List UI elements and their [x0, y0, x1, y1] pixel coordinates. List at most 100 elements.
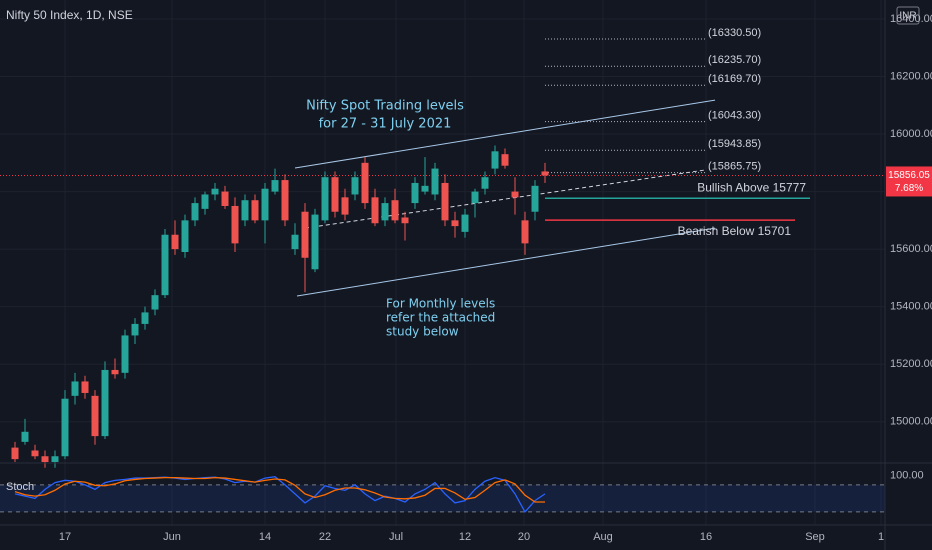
candle-body — [451, 220, 459, 227]
candle-body — [531, 185, 539, 212]
candle-body — [171, 234, 179, 250]
candle-body — [501, 154, 509, 166]
annotation: for 27 - 31 July 2021 — [319, 117, 452, 132]
candle-body — [381, 203, 389, 221]
candle-body — [281, 180, 289, 221]
candle-body — [161, 234, 169, 296]
candle-body — [411, 182, 419, 204]
candle-body — [11, 447, 19, 460]
x-tick-label: Jun — [163, 531, 181, 543]
x-tick-label: Jul — [389, 531, 403, 543]
candle-body — [291, 234, 299, 250]
x-tick-label: 22 — [319, 531, 331, 543]
candle-body — [261, 188, 269, 221]
candle-body — [61, 398, 69, 457]
x-tick-label: 14 — [259, 531, 271, 543]
price-tag — [886, 166, 932, 197]
stoch-band — [0, 484, 885, 512]
candle-body — [151, 295, 159, 310]
y-tick-label: 15000.00 — [890, 416, 932, 428]
annotation: study below — [386, 325, 459, 339]
candle-body — [341, 197, 349, 215]
candle-body — [461, 214, 469, 232]
chart-title: Nifty 50 Index, 1D, NSE — [6, 8, 133, 22]
candle-body — [441, 182, 449, 221]
signal-label: Bullish Above 15777 — [697, 180, 806, 194]
candle-body — [391, 200, 399, 221]
candle-body — [71, 381, 79, 396]
candle-body — [111, 369, 119, 375]
trendline — [296, 227, 716, 297]
y-tick-label: 15600.00 — [890, 243, 932, 255]
candle-body — [91, 395, 99, 437]
x-tick-label: 16 — [700, 531, 712, 543]
price-tag-label: 15856.05 — [888, 170, 930, 181]
candle-body — [231, 205, 239, 244]
candle-body — [51, 456, 59, 462]
candle-body — [371, 197, 379, 224]
candle-body — [211, 188, 219, 195]
candle-body — [191, 203, 199, 221]
indicator-name: Stoch — [6, 481, 34, 493]
trendline — [304, 169, 706, 229]
candle-body — [131, 323, 139, 336]
candle-body — [431, 168, 439, 195]
candle-body — [41, 456, 49, 462]
y-tick-label: 16000.00 — [890, 128, 932, 140]
x-tick-label: 17 — [59, 531, 71, 543]
annotation: Nifty Spot Trading levels — [306, 99, 464, 114]
candle-body — [251, 200, 259, 221]
candle-body — [271, 180, 279, 192]
trendline — [294, 99, 716, 169]
candle-body — [511, 191, 519, 198]
y-tick-label: 15200.00 — [890, 358, 932, 370]
candle-body — [221, 191, 229, 206]
candle-body — [521, 220, 529, 244]
candle-body — [241, 200, 249, 221]
candle-body — [541, 171, 549, 176]
candle-body — [421, 185, 429, 192]
signal-label: Bearish Below 15701 — [678, 224, 792, 238]
price-tag-change: 7.68% — [895, 183, 923, 194]
x-tick-label: 20 — [518, 531, 530, 543]
candle-body — [31, 450, 39, 457]
candle-body — [181, 220, 189, 252]
y-tick-label: 16200.00 — [890, 70, 932, 82]
y-tick-label: 16400.00 — [890, 13, 932, 25]
annotation: For Monthly levels — [386, 297, 495, 311]
level-label: (16235.70) — [708, 54, 761, 66]
candle-body — [321, 177, 329, 221]
currency-badge[interactable] — [896, 6, 920, 25]
x-tick-label: Aug — [593, 531, 613, 543]
level-label: (15865.75) — [708, 161, 761, 173]
candle-body — [121, 335, 129, 373]
candle-body — [471, 191, 479, 204]
y-tick-label: 15400.00 — [890, 301, 932, 313]
candle-body — [81, 381, 89, 393]
level-label: (15943.85) — [708, 138, 761, 150]
stoch-line — [14, 476, 545, 503]
currency: INR — [899, 11, 916, 22]
candle-body — [101, 369, 109, 437]
y-tick-label: 100.00 — [890, 470, 924, 482]
candle-body — [361, 162, 369, 204]
x-tick-label: 1 — [878, 531, 884, 543]
stoch-line — [14, 476, 546, 514]
candle-body — [141, 312, 149, 324]
candle-body — [401, 217, 409, 224]
level-label: (16043.30) — [708, 110, 761, 122]
candle-body — [331, 177, 339, 212]
candle-body — [311, 214, 319, 270]
annotation: refer the attached — [386, 311, 495, 325]
candle-body — [301, 211, 309, 258]
candle-body — [201, 194, 209, 209]
level-label: (16169.70) — [708, 73, 761, 85]
candle-body — [21, 431, 29, 442]
plot — [0, 0, 885, 525]
candle-body — [481, 177, 489, 189]
level-label: (16330.50) — [708, 27, 761, 39]
candle-body — [491, 151, 499, 169]
x-tick-label: 12 — [459, 531, 471, 543]
candle-body — [351, 177, 359, 195]
